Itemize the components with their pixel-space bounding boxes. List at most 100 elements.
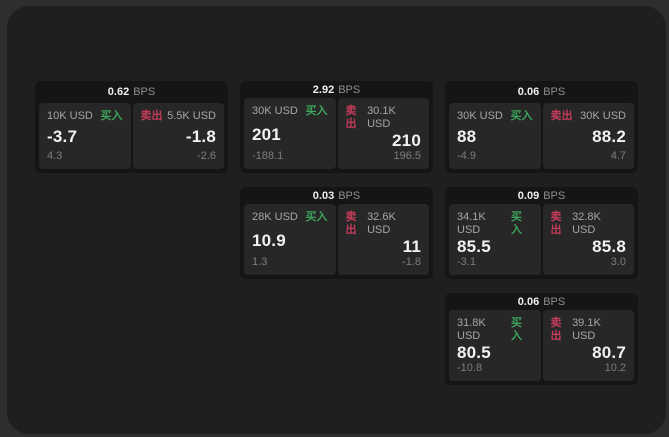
- quote-card: 0.06 BPS 30K USD 买入 88 -4.9 卖出 30K USD 8…: [445, 81, 638, 173]
- buy-tile[interactable]: 31.8K USD 买入 80.5 -10.8: [449, 310, 541, 381]
- buy-side-label[interactable]: 买入: [510, 317, 522, 342]
- sell-tile[interactable]: 卖出 30.1K USD 210 196.5: [337, 98, 429, 169]
- tiles: 28K USD 买入 10.9 1.3 卖出 32.6K USD 11 -1.8: [244, 204, 429, 275]
- card-header: 0.09 BPS: [449, 187, 634, 204]
- tiles: 34.1K USD 买入 85.5 -3.1 卖出 32.8K USD 85.8…: [449, 204, 634, 275]
- bps-unit-label: BPS: [543, 86, 566, 98]
- card-header: 0.06 BPS: [449, 293, 634, 310]
- bps-value: 0.03: [312, 189, 335, 202]
- bps-value: 0.06: [517, 86, 540, 98]
- buy-side-label[interactable]: 买入: [510, 211, 522, 236]
- card-header: 0.06 BPS: [449, 81, 634, 103]
- buy-tile[interactable]: 30K USD 买入 88 -4.9: [449, 103, 541, 169]
- buy-side-label[interactable]: 买入: [305, 211, 328, 223]
- tiles: 31.8K USD 买入 80.5 -10.8 卖出 39.1K USD 80.…: [449, 310, 634, 381]
- sell-tile[interactable]: 卖出 5.5K USD -1.8 -2.6: [132, 103, 224, 169]
- buy-price: 88: [457, 127, 477, 146]
- quote-card: 0.09 BPS 34.1K USD 买入 85.5 -3.1 卖出 32.8K…: [445, 187, 638, 279]
- buy-amount: 34.1K USD: [457, 211, 486, 236]
- buy-delta: 1.3: [252, 256, 268, 268]
- tiles: 10K USD 买入 -3.7 4.3 卖出 5.5K USD -1.8 -2.…: [39, 103, 224, 169]
- sell-tile-header: 卖出 39.1K USD: [551, 317, 627, 343]
- bps-unit-label: BPS: [338, 83, 361, 96]
- sell-amount: 32.6K USD: [367, 211, 396, 236]
- sell-side-label[interactable]: 卖出: [345, 105, 357, 130]
- buy-price: 201: [252, 124, 281, 144]
- sell-amount: 32.8K USD: [572, 211, 601, 236]
- bps-value: 2.92: [312, 83, 335, 96]
- bps-value: 0.06: [517, 295, 540, 308]
- buy-price: 80.5: [457, 343, 491, 362]
- quote-card: 0.62 BPS 10K USD 买入 -3.7 4.3 卖出 5.5K USD…: [35, 81, 228, 173]
- sell-side-label[interactable]: 卖出: [550, 110, 573, 122]
- sell-delta: -1.8: [402, 256, 421, 268]
- buy-delta: -188.1: [252, 150, 284, 162]
- buy-tile-header: 28K USD 买入: [252, 211, 328, 224]
- buy-tile-header: 30K USD 买入: [457, 110, 533, 123]
- sell-price: 11: [402, 237, 421, 256]
- sell-side-label[interactable]: 卖出: [345, 211, 357, 236]
- buy-side-label[interactable]: 买入: [305, 105, 328, 117]
- buy-price: -3.7: [47, 127, 78, 146]
- bps-value: 0.09: [517, 189, 540, 202]
- card-header: 0.62 BPS: [39, 81, 224, 103]
- sell-amount: 30K USD: [580, 110, 626, 122]
- buy-side-label[interactable]: 买入: [100, 110, 123, 122]
- sell-tile[interactable]: 卖出 39.1K USD 80.7 10.2: [542, 310, 634, 381]
- sell-tile-header: 卖出 32.8K USD: [551, 211, 627, 237]
- buy-amount: 30K USD: [457, 110, 503, 122]
- sell-side-label[interactable]: 卖出: [550, 317, 562, 342]
- bps-unit-label: BPS: [133, 86, 156, 98]
- sell-tile-header: 卖出 30.1K USD: [346, 105, 422, 131]
- card-header: 2.92 BPS: [244, 81, 429, 98]
- tiles: 30K USD 买入 201 -188.1 卖出 30.1K USD 210 1…: [244, 98, 429, 169]
- card-header: 0.03 BPS: [244, 187, 429, 204]
- sell-price: -1.8: [185, 127, 216, 146]
- sell-side-label[interactable]: 卖出: [550, 211, 562, 236]
- buy-delta: -4.9: [457, 150, 476, 162]
- buy-amount: 28K USD: [252, 211, 298, 223]
- sell-price: 85.8: [592, 237, 626, 256]
- quote-card: 2.92 BPS 30K USD 买入 201 -188.1 卖出 30.1K …: [240, 81, 433, 173]
- bps-unit-label: BPS: [338, 189, 361, 202]
- sell-amount: 5.5K USD: [167, 110, 216, 122]
- tiles: 30K USD 买入 88 -4.9 卖出 30K USD 88.2 4.7: [449, 103, 634, 169]
- sell-amount: 39.1K USD: [572, 317, 601, 342]
- buy-tile-header: 31.8K USD 买入: [457, 317, 533, 343]
- sell-tile-header: 卖出 32.6K USD: [346, 211, 422, 237]
- buy-amount: 31.8K USD: [457, 317, 486, 342]
- sell-tile[interactable]: 卖出 32.6K USD 11 -1.8: [337, 204, 429, 275]
- sell-price: 88.2: [592, 127, 626, 146]
- sell-price: 80.7: [592, 343, 626, 362]
- buy-tile[interactable]: 30K USD 买入 201 -188.1: [244, 98, 336, 169]
- sell-delta: 4.7: [610, 150, 626, 162]
- buy-delta: -10.8: [457, 362, 483, 374]
- sell-delta: 10.2: [604, 362, 626, 374]
- quote-card: 0.06 BPS 31.8K USD 买入 80.5 -10.8 卖出 39.1…: [445, 293, 638, 385]
- buy-side-label[interactable]: 买入: [510, 110, 533, 122]
- buy-tile[interactable]: 34.1K USD 买入 85.5 -3.1: [449, 204, 541, 275]
- sell-delta: -2.6: [197, 150, 216, 162]
- bps-unit-label: BPS: [543, 295, 566, 308]
- buy-tile-header: 10K USD 买入: [47, 110, 123, 123]
- sell-amount: 30.1K USD: [367, 105, 396, 130]
- buy-price: 10.9: [252, 230, 286, 250]
- buy-delta: 4.3: [47, 150, 63, 162]
- sell-tile[interactable]: 卖出 30K USD 88.2 4.7: [542, 103, 634, 169]
- bps-unit-label: BPS: [543, 189, 566, 202]
- buy-price: 85.5: [457, 237, 491, 256]
- sell-tile[interactable]: 卖出 32.8K USD 85.8 3.0: [542, 204, 634, 275]
- buy-amount: 30K USD: [252, 105, 298, 117]
- buy-tile[interactable]: 10K USD 买入 -3.7 4.3: [39, 103, 131, 169]
- sell-price: 210: [392, 131, 421, 150]
- buy-delta: -3.1: [457, 256, 476, 268]
- quote-card: 0.03 BPS 28K USD 买入 10.9 1.3 卖出 32.6K US…: [240, 187, 433, 279]
- sell-tile-header: 卖出 30K USD: [551, 110, 627, 123]
- sell-side-label[interactable]: 卖出: [140, 110, 163, 122]
- sell-tile-header: 卖出 5.5K USD: [141, 110, 217, 123]
- buy-amount: 10K USD: [47, 110, 93, 122]
- bps-value: 0.62: [107, 86, 130, 98]
- sell-delta: 3.0: [610, 256, 626, 268]
- buy-tile[interactable]: 28K USD 买入 10.9 1.3: [244, 204, 336, 275]
